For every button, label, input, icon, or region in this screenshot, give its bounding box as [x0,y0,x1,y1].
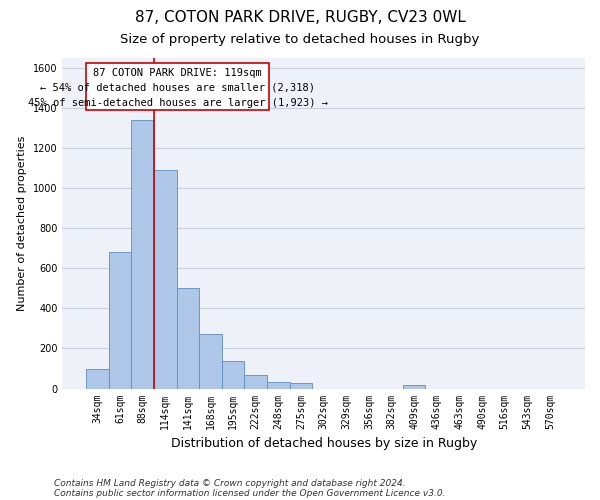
Text: Contains public sector information licensed under the Open Government Licence v3: Contains public sector information licen… [54,488,445,498]
Text: 87 COTON PARK DRIVE: 119sqm: 87 COTON PARK DRIVE: 119sqm [94,68,262,78]
Bar [290,382,313,388]
FancyBboxPatch shape [86,62,269,110]
Bar [86,370,109,388]
Bar [244,375,267,388]
Bar [403,384,425,388]
Text: ← 54% of detached houses are smaller (2,318): ← 54% of detached houses are smaller (2,… [40,83,315,93]
Text: Size of property relative to detached houses in Rugby: Size of property relative to detached ho… [121,32,479,46]
Bar [267,382,290,388]
Bar [154,170,176,388]
Bar [176,288,199,388]
Text: 87, COTON PARK DRIVE, RUGBY, CV23 0WL: 87, COTON PARK DRIVE, RUGBY, CV23 0WL [134,10,466,25]
Text: Contains HM Land Registry data © Crown copyright and database right 2024.: Contains HM Land Registry data © Crown c… [54,478,406,488]
Bar [222,362,244,388]
Bar [109,252,131,388]
Y-axis label: Number of detached properties: Number of detached properties [17,136,27,310]
X-axis label: Distribution of detached houses by size in Rugby: Distribution of detached houses by size … [170,437,477,450]
Bar [131,120,154,388]
Bar [199,334,222,388]
Text: 45% of semi-detached houses are larger (1,923) →: 45% of semi-detached houses are larger (… [28,98,328,108]
